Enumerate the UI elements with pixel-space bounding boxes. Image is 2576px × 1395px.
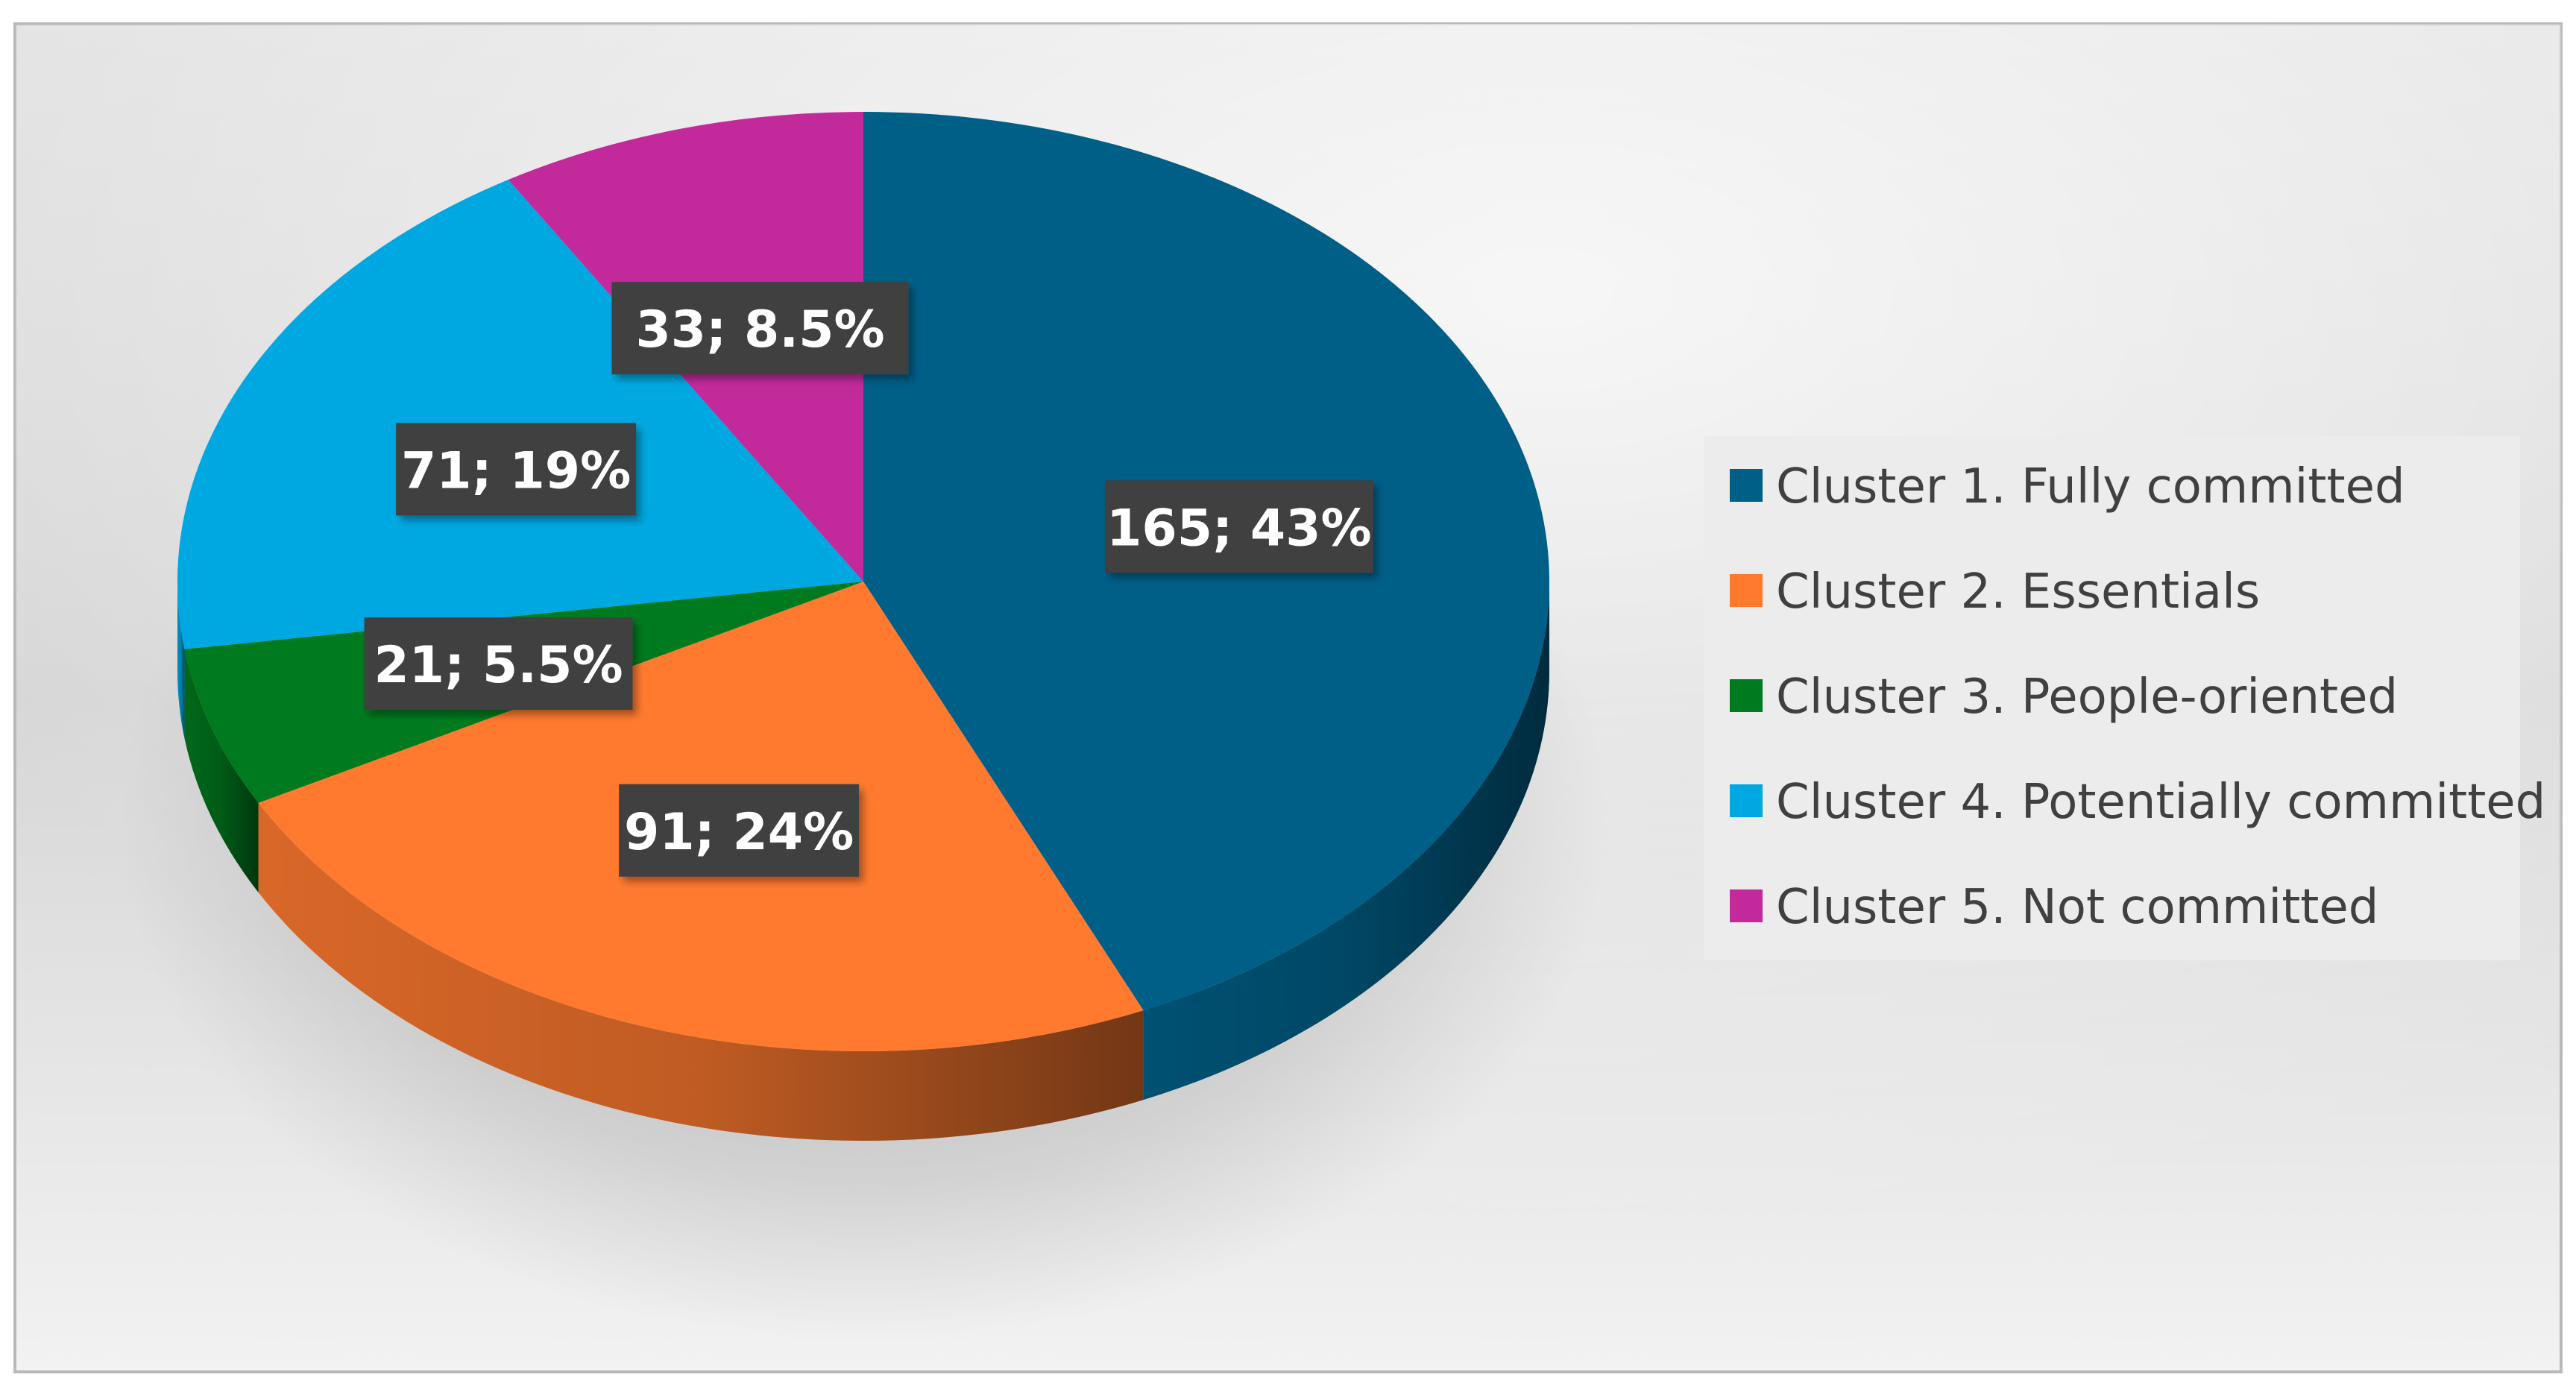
data-label-cluster-2-essentials: 91; 24% xyxy=(619,784,860,877)
data-label-box xyxy=(396,423,637,516)
data-label-box xyxy=(611,282,909,375)
legend-swatch-cluster-1-fully-committed xyxy=(1730,469,1763,502)
legend-swatch-cluster-4-potentially-committed xyxy=(1730,784,1763,817)
legend-label-cluster-4-potentially-committed: Cluster 4. Potentially committed xyxy=(1776,775,2545,830)
legend-label-cluster-1-fully-committed: Cluster 1. Fully committed xyxy=(1776,459,2405,514)
legend-label-cluster-5-not-committed: Cluster 5. Not committed xyxy=(1776,880,2378,935)
data-label-text: 21; 5.5% xyxy=(374,636,623,695)
data-label-text: 165; 43% xyxy=(1106,499,1372,558)
pie-side-shade-cluster-3-people-oriented xyxy=(184,649,259,892)
legend-swatch-cluster-5-not-committed xyxy=(1730,889,1763,922)
legend-label-cluster-3-people-oriented: Cluster 3. People-oriented xyxy=(1776,670,2398,725)
legend-box xyxy=(1704,436,2520,960)
data-label-cluster-3-people-oriented: 21; 5.5% xyxy=(364,617,633,711)
data-labels: 165; 43% 91; 24% 21; 5.5% 71; 19% 33; 8.5% xyxy=(364,282,1373,877)
legend-swatch-cluster-2-essentials xyxy=(1730,574,1763,607)
pie-side-shade-cluster-4-potentially-committed xyxy=(177,582,185,739)
data-label-text: 71; 19% xyxy=(401,441,631,500)
legend-swatch-cluster-3-people-oriented xyxy=(1730,679,1763,712)
data-label-cluster-5-not-committed: 33; 8.5% xyxy=(611,282,909,375)
data-label-box xyxy=(364,617,633,711)
legend-label-cluster-2-essentials: Cluster 2. Essentials xyxy=(1776,564,2260,620)
pie-side-shade-cluster-2-essentials xyxy=(258,802,1144,1141)
pie-side-shade-cluster-1-fully-committed xyxy=(1143,582,1549,1100)
pie-slice-cluster-4-potentially-committed xyxy=(177,180,863,649)
data-label-cluster-1-fully-committed: 165; 43% xyxy=(1104,480,1373,573)
pie-sides xyxy=(177,582,1549,1141)
data-label-text: 91; 24% xyxy=(624,803,854,862)
data-label-cluster-4-potentially-committed: 71; 19% xyxy=(396,423,637,516)
pie-slices xyxy=(177,112,1549,1051)
data-label-text: 33; 8.5% xyxy=(635,300,884,359)
legend: Cluster 1. Fully committed Cluster 2. Ess… xyxy=(1704,436,2545,960)
data-label-box xyxy=(619,784,860,877)
data-label-box xyxy=(1104,480,1373,573)
